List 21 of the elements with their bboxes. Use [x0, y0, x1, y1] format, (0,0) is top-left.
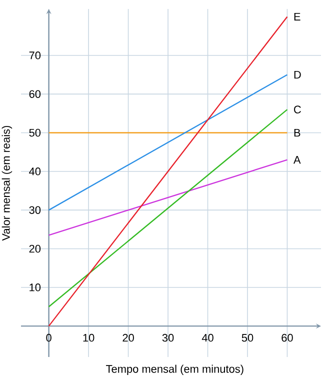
series-label: E: [294, 12, 300, 21]
x-tick-label: 10: [83, 334, 94, 342]
y-tick-label: 10: [30, 284, 41, 292]
x-tick-label: 40: [202, 334, 214, 342]
y-tick-label: 50: [29, 128, 41, 137]
x-axis-title: Tempo mensal (em minutos): [106, 364, 244, 375]
x-tick-label: 60: [282, 334, 293, 342]
x-tick-label: 50: [242, 334, 254, 342]
series-label: B: [294, 128, 300, 137]
series-label: A: [293, 156, 301, 164]
series-label: D: [294, 70, 301, 79]
y-tick-label: 20: [29, 244, 41, 253]
x-tick-label: 20: [122, 334, 134, 342]
y-tick-label: 40: [29, 168, 41, 176]
y-tick-label: 60: [29, 90, 41, 98]
series-label: C: [294, 106, 301, 114]
y-axis-title: Valor mensal (em reais): [2, 126, 12, 241]
y-tick-label: 30: [29, 206, 41, 214]
x-tick-label: 0: [46, 334, 52, 342]
x-tick-label: 30: [162, 334, 174, 342]
y-tick-label: 70: [29, 52, 41, 60]
